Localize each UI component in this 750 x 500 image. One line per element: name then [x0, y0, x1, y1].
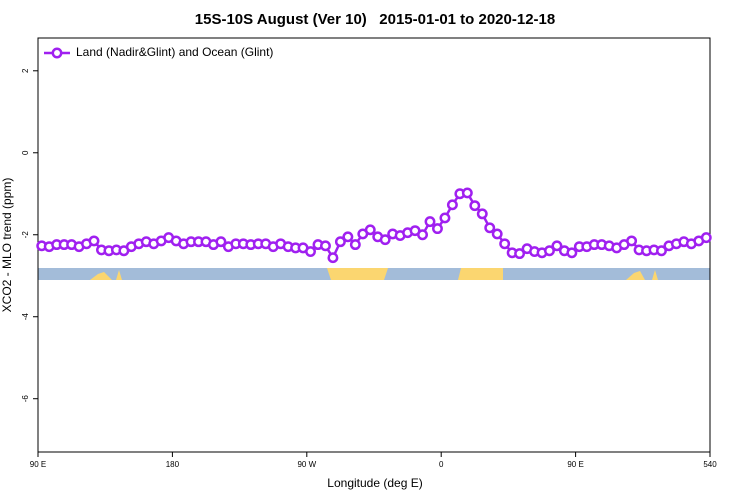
data-point: [566, 247, 578, 259]
data-point: [334, 236, 346, 248]
y-tick-label: 2: [21, 68, 30, 73]
land-patch: [652, 270, 658, 280]
data-point: [439, 212, 451, 224]
legend-marker: [51, 47, 63, 59]
y-tick-label: -6: [21, 395, 30, 403]
land-patch: [327, 268, 388, 280]
data-point: [551, 240, 563, 252]
x-axis-label: Longitude (deg E): [327, 476, 422, 490]
data-point: [349, 239, 361, 251]
data-point: [484, 222, 496, 234]
data-point: [364, 224, 376, 236]
data-point: [417, 229, 428, 241]
data-point: [656, 245, 667, 257]
data-point: [432, 223, 443, 235]
data-point: [491, 228, 503, 240]
data-point: [626, 235, 638, 247]
chart-title: 15S-10S August (Ver 10) 2015-01-01 to 20…: [195, 11, 555, 28]
data-point: [215, 236, 227, 248]
land-patch: [116, 270, 122, 280]
data-point: [424, 216, 436, 228]
data-point: [379, 234, 391, 246]
y-tick-label: -2: [21, 231, 30, 239]
data-point: [446, 199, 458, 211]
data-point: [305, 246, 316, 258]
data-point: [544, 245, 555, 257]
data-point: [320, 240, 331, 252]
y-axis-label: XCO2 - MLO trend (ppm): [0, 178, 14, 313]
y-tick-label: -4: [21, 313, 30, 321]
data-point: [461, 187, 473, 199]
x-tick-label: 540: [703, 460, 717, 469]
data-point: [88, 235, 100, 247]
data-point: [499, 238, 511, 250]
land-ocean-strip: [38, 268, 710, 280]
x-tick-label: 90 E: [30, 460, 46, 469]
x-tick-label: 0: [439, 460, 444, 469]
y-tick-label: 0: [21, 150, 30, 155]
x-tick-label: 90 E: [567, 460, 583, 469]
data-point: [700, 232, 712, 244]
x-tick-label: 180: [166, 460, 180, 469]
data-point: [327, 252, 339, 264]
data-point: [514, 248, 526, 260]
data-point: [476, 208, 488, 220]
x-tick-label: 90 W: [297, 460, 316, 469]
land-patch: [90, 272, 112, 280]
land-patch: [626, 271, 645, 280]
data-point: [342, 231, 354, 243]
data-point: [469, 200, 481, 212]
legend-label: Land (Nadir&Glint) and Ocean (Glint): [76, 45, 273, 59]
land-patch: [458, 268, 503, 280]
